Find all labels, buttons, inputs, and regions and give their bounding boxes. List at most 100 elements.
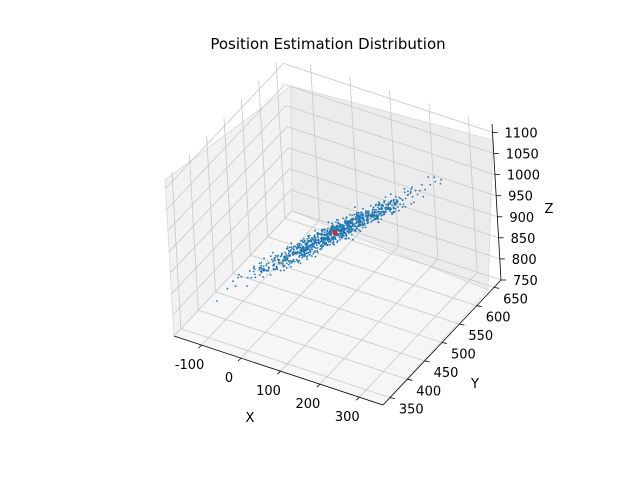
- scatter-point: [340, 235, 343, 238]
- scatter-point: [306, 238, 309, 240]
- z-tick-label: 950: [508, 190, 533, 205]
- scatter-point: [296, 260, 299, 262]
- scatter-point: [342, 231, 345, 234]
- scatter-point: [234, 285, 237, 287]
- scatter-point: [341, 227, 344, 230]
- scatter-point: [339, 239, 341, 241]
- scatter-point: [335, 221, 337, 224]
- y-tick-mark: [424, 360, 430, 363]
- scatter-point: [330, 227, 332, 230]
- scatter-point: [329, 243, 331, 246]
- scatter-point: [363, 222, 366, 225]
- z-tick-label: 900: [509, 211, 534, 226]
- scatter-point: [322, 240, 324, 243]
- scatter-point: [263, 269, 266, 272]
- scatter-point: [357, 212, 360, 215]
- scatter-point: [345, 237, 348, 240]
- scatter-point: [310, 244, 312, 247]
- scatter-point: [281, 262, 284, 264]
- scatter-point: [324, 238, 327, 241]
- scatter-point: [385, 203, 388, 206]
- y-tick-label: 650: [503, 292, 528, 307]
- z-tick-label: 750: [513, 274, 538, 289]
- x-axis-label: X: [246, 411, 255, 426]
- scatter-point: [329, 241, 332, 243]
- scatter-point: [402, 203, 405, 206]
- scatter-point: [316, 232, 319, 235]
- scatter-point: [391, 211, 393, 214]
- scatter-point: [262, 276, 264, 278]
- x-tick-label: 200: [295, 397, 320, 412]
- scatter-point: [277, 258, 279, 261]
- scatter-point: [308, 253, 311, 256]
- scatter-point: [393, 200, 395, 203]
- scatter-point: [294, 251, 297, 254]
- scatter-point: [320, 245, 323, 247]
- scatter-point: [300, 254, 302, 256]
- scatter-point: [394, 207, 397, 210]
- grid-line-y: [180, 328, 391, 398]
- scatter-point: [291, 252, 294, 255]
- scatter-point: [361, 213, 364, 216]
- scatter-point: [371, 215, 374, 218]
- scatter-point: [336, 218, 338, 221]
- scatter-point: [337, 227, 340, 230]
- scatter-point: [278, 262, 281, 265]
- y-tick-label: 400: [416, 384, 441, 399]
- grid-line-y: [198, 309, 408, 380]
- scatter-point: [365, 212, 367, 215]
- scatter-point: [377, 216, 379, 219]
- scatter-point: [396, 201, 398, 204]
- scatter-point: [323, 243, 326, 246]
- grid-line-y: [284, 218, 495, 288]
- scatter-point: [273, 268, 275, 271]
- scatter-point: [346, 220, 348, 222]
- scatter-point: [328, 231, 330, 234]
- grid-line-y: [232, 273, 443, 343]
- scatter-point: [364, 226, 367, 229]
- scatter-point: [371, 219, 374, 222]
- scatter-point: [312, 238, 314, 241]
- scatter-point: [237, 276, 239, 279]
- scatter-point: [321, 242, 324, 245]
- y-tick-mark: [441, 342, 448, 344]
- scatter-point: [350, 229, 353, 232]
- scatter-point: [383, 200, 386, 202]
- scatter-point: [311, 255, 313, 257]
- scatter-point: [361, 221, 364, 223]
- scatter-point: [270, 258, 273, 261]
- scatter-point: [341, 225, 344, 228]
- y-tick-label: 450: [434, 366, 459, 381]
- scatter-point: [360, 211, 363, 214]
- grid-line-z: [168, 126, 288, 252]
- scatter-point: [330, 232, 332, 235]
- grid-line-z: [285, 105, 496, 175]
- scatter-point: [398, 196, 400, 199]
- scatter-point: [386, 207, 389, 210]
- scatter-point: [283, 269, 286, 272]
- scatter-point: [338, 225, 341, 228]
- scatter-point: [298, 245, 301, 248]
- scatter-point: [331, 237, 334, 240]
- scatter-point: [323, 231, 326, 234]
- scatter-point: [260, 267, 263, 269]
- scatter-point: [302, 246, 305, 249]
- z-axis-label: Z: [545, 202, 554, 217]
- scatter-point: [397, 206, 399, 208]
- y-tick-mark: [476, 305, 482, 308]
- scatter-point: [404, 205, 407, 208]
- scatter-point: [314, 238, 317, 241]
- scatter-point: [272, 264, 275, 267]
- scatter-point: [331, 222, 334, 225]
- scatter-point: [410, 203, 413, 205]
- scatter-point: [354, 228, 357, 231]
- scatter-point: [375, 216, 378, 219]
- scatter-point: [252, 267, 255, 269]
- scatter-point: [316, 235, 319, 238]
- scatter-point: [421, 183, 423, 186]
- scatter-point: [269, 274, 272, 276]
- z-axis-line: [491, 123, 502, 281]
- scatter-point: [390, 199, 393, 202]
- axes: [173, 123, 506, 406]
- scatter-point: [351, 221, 354, 224]
